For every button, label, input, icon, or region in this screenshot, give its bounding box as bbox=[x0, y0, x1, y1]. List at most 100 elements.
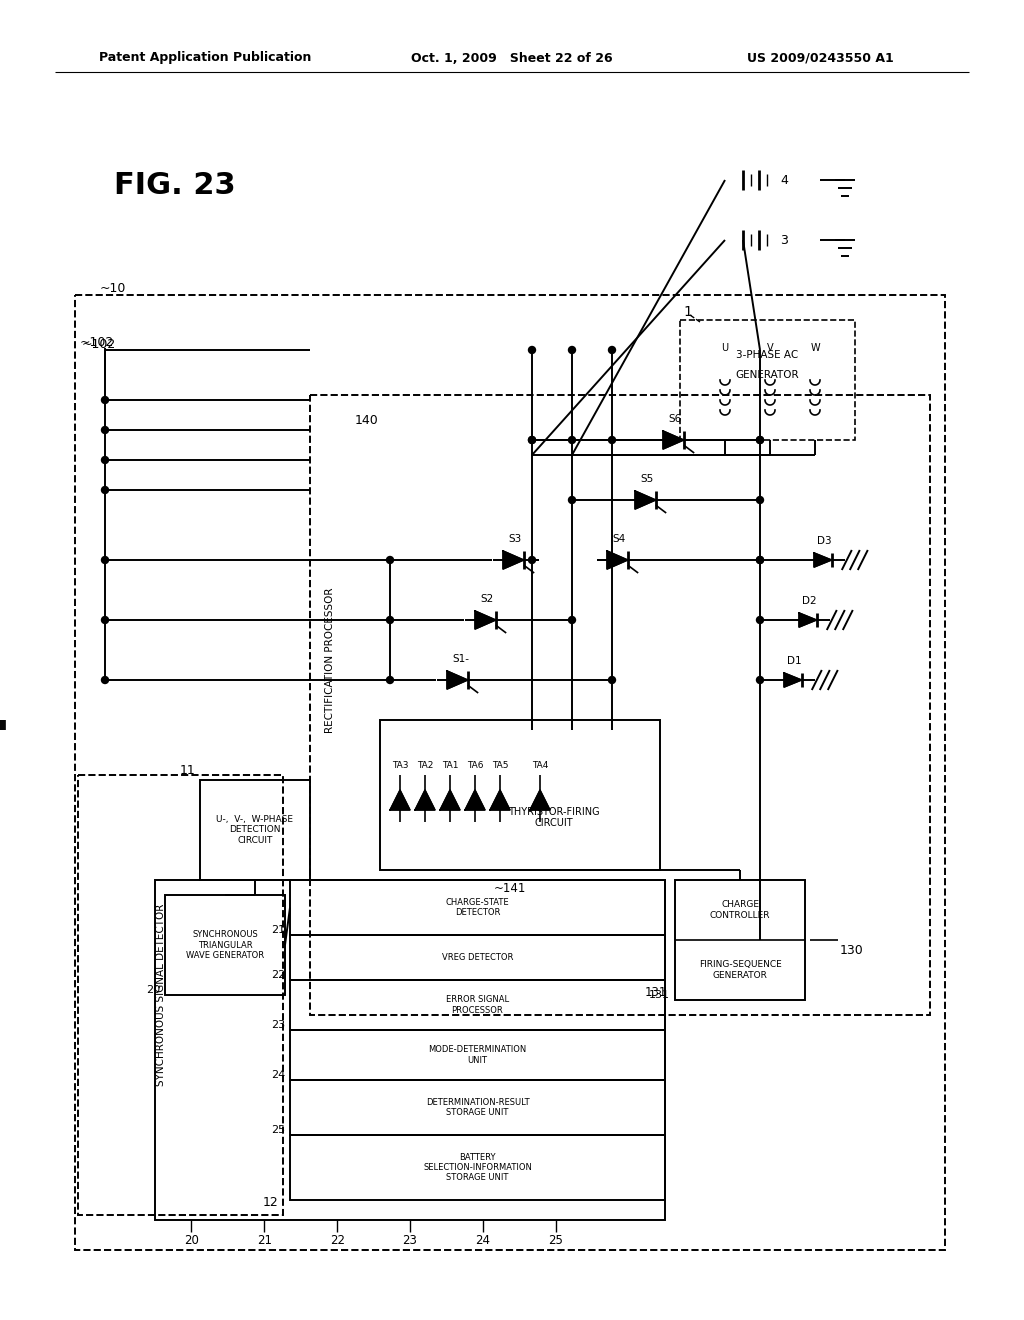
Polygon shape bbox=[503, 550, 524, 569]
Circle shape bbox=[757, 557, 764, 564]
Circle shape bbox=[528, 557, 536, 564]
Text: SYNCHRONOUS SIGNAL DETECTOR: SYNCHRONOUS SIGNAL DETECTOR bbox=[156, 904, 166, 1086]
Bar bbox=[165, 895, 285, 995]
Circle shape bbox=[608, 437, 615, 444]
Text: SYNCHRONOUS
TRIANGULAR
WAVE GENERATOR: SYNCHRONOUS TRIANGULAR WAVE GENERATOR bbox=[186, 931, 264, 960]
Text: S6: S6 bbox=[668, 414, 681, 424]
Bar bbox=[290, 1030, 665, 1080]
Polygon shape bbox=[799, 612, 816, 627]
Circle shape bbox=[386, 616, 393, 623]
Text: 130: 130 bbox=[840, 944, 864, 957]
Circle shape bbox=[608, 557, 615, 564]
Text: 140: 140 bbox=[355, 413, 379, 426]
Text: 12: 12 bbox=[262, 1196, 278, 1209]
Text: D2: D2 bbox=[802, 597, 816, 606]
Text: US 2009/0243550 A1: US 2009/0243550 A1 bbox=[746, 51, 893, 65]
Circle shape bbox=[568, 496, 575, 503]
Polygon shape bbox=[635, 491, 655, 510]
Text: FIRING-SEQUENCE
GENERATOR: FIRING-SEQUENCE GENERATOR bbox=[698, 961, 781, 979]
Bar bbox=[290, 880, 665, 935]
Circle shape bbox=[757, 437, 764, 444]
Polygon shape bbox=[415, 789, 435, 810]
Text: TA3: TA3 bbox=[392, 760, 409, 770]
Text: U-,  V-,  W-PHASE
DETECTION
CIRCUIT: U-, V-, W-PHASE DETECTION CIRCUIT bbox=[216, 814, 294, 845]
Circle shape bbox=[568, 616, 575, 623]
Circle shape bbox=[386, 676, 393, 684]
Text: FIG. 23: FIG. 23 bbox=[115, 170, 236, 199]
Text: 23: 23 bbox=[402, 1233, 418, 1246]
Text: 24: 24 bbox=[475, 1233, 490, 1246]
Bar bbox=[310, 395, 930, 1015]
Text: RECTIFICATION PROCESSOR: RECTIFICATION PROCESSOR bbox=[325, 587, 335, 733]
Polygon shape bbox=[440, 789, 460, 810]
Text: U: U bbox=[722, 343, 728, 352]
Text: 25: 25 bbox=[271, 1125, 285, 1135]
Text: ~102: ~102 bbox=[80, 335, 115, 348]
Circle shape bbox=[608, 676, 615, 684]
Bar bbox=[200, 780, 310, 880]
Bar bbox=[680, 319, 855, 440]
Circle shape bbox=[757, 437, 764, 444]
Text: TA2: TA2 bbox=[417, 760, 433, 770]
Text: 3-PHASE AC: 3-PHASE AC bbox=[736, 350, 799, 360]
Circle shape bbox=[757, 496, 764, 503]
Bar bbox=[290, 1080, 665, 1135]
Text: 20: 20 bbox=[184, 1233, 199, 1246]
Polygon shape bbox=[784, 673, 802, 688]
Polygon shape bbox=[607, 550, 628, 569]
Polygon shape bbox=[814, 553, 831, 568]
Bar bbox=[78, 775, 283, 1214]
Text: ~102: ~102 bbox=[82, 338, 117, 351]
Polygon shape bbox=[390, 789, 410, 810]
Text: S2: S2 bbox=[480, 594, 494, 605]
Bar bbox=[290, 979, 665, 1030]
Circle shape bbox=[757, 676, 764, 684]
Circle shape bbox=[757, 557, 764, 564]
Polygon shape bbox=[447, 671, 468, 689]
Text: BATTERY
SELECTION-INFORMATION
STORAGE UNIT: BATTERY SELECTION-INFORMATION STORAGE UN… bbox=[423, 1152, 531, 1183]
Polygon shape bbox=[475, 611, 496, 630]
Text: 21: 21 bbox=[271, 925, 285, 935]
Bar bbox=[155, 880, 665, 1220]
Text: MODE-DETERMINATION
UNIT: MODE-DETERMINATION UNIT bbox=[428, 1045, 526, 1065]
Text: TA5: TA5 bbox=[492, 760, 508, 770]
Circle shape bbox=[568, 346, 575, 354]
Polygon shape bbox=[530, 789, 550, 810]
Circle shape bbox=[101, 616, 109, 623]
Text: Patent Application Publication: Patent Application Publication bbox=[98, 51, 311, 65]
Text: 131: 131 bbox=[645, 986, 667, 998]
Circle shape bbox=[568, 437, 575, 444]
Text: 25: 25 bbox=[548, 1233, 563, 1246]
Circle shape bbox=[528, 437, 536, 444]
Text: S3: S3 bbox=[508, 535, 521, 544]
Text: TA6: TA6 bbox=[467, 760, 483, 770]
Text: W: W bbox=[810, 343, 820, 352]
Text: THYRISTOR-FIRING
CIRCUIT: THYRISTOR-FIRING CIRCUIT bbox=[508, 807, 599, 829]
Circle shape bbox=[528, 437, 536, 444]
Polygon shape bbox=[490, 789, 510, 810]
Bar bbox=[380, 719, 660, 870]
Circle shape bbox=[101, 457, 109, 463]
Text: 3: 3 bbox=[780, 234, 787, 247]
Text: CHARGE-STATE
DETECTOR: CHARGE-STATE DETECTOR bbox=[445, 898, 509, 917]
Text: ERROR SIGNAL
PROCESSOR: ERROR SIGNAL PROCESSOR bbox=[445, 995, 509, 1015]
Text: 131: 131 bbox=[649, 990, 670, 1001]
Circle shape bbox=[528, 346, 536, 354]
Circle shape bbox=[101, 487, 109, 494]
Text: S4: S4 bbox=[612, 535, 626, 544]
Text: S5: S5 bbox=[640, 474, 653, 484]
Bar bbox=[75, 294, 945, 1250]
Circle shape bbox=[757, 616, 764, 623]
Text: D3: D3 bbox=[817, 536, 831, 546]
Circle shape bbox=[386, 557, 393, 564]
Text: 21: 21 bbox=[257, 1233, 271, 1246]
Text: Oct. 1, 2009   Sheet 22 of 26: Oct. 1, 2009 Sheet 22 of 26 bbox=[412, 51, 612, 65]
Text: S1-: S1- bbox=[452, 653, 469, 664]
Circle shape bbox=[101, 557, 109, 564]
Text: 11: 11 bbox=[179, 763, 195, 776]
Text: 4: 4 bbox=[780, 173, 787, 186]
Polygon shape bbox=[465, 789, 485, 810]
Text: VREG DETECTOR: VREG DETECTOR bbox=[441, 953, 513, 962]
Text: 22: 22 bbox=[330, 1233, 345, 1246]
Text: 22: 22 bbox=[270, 970, 285, 979]
